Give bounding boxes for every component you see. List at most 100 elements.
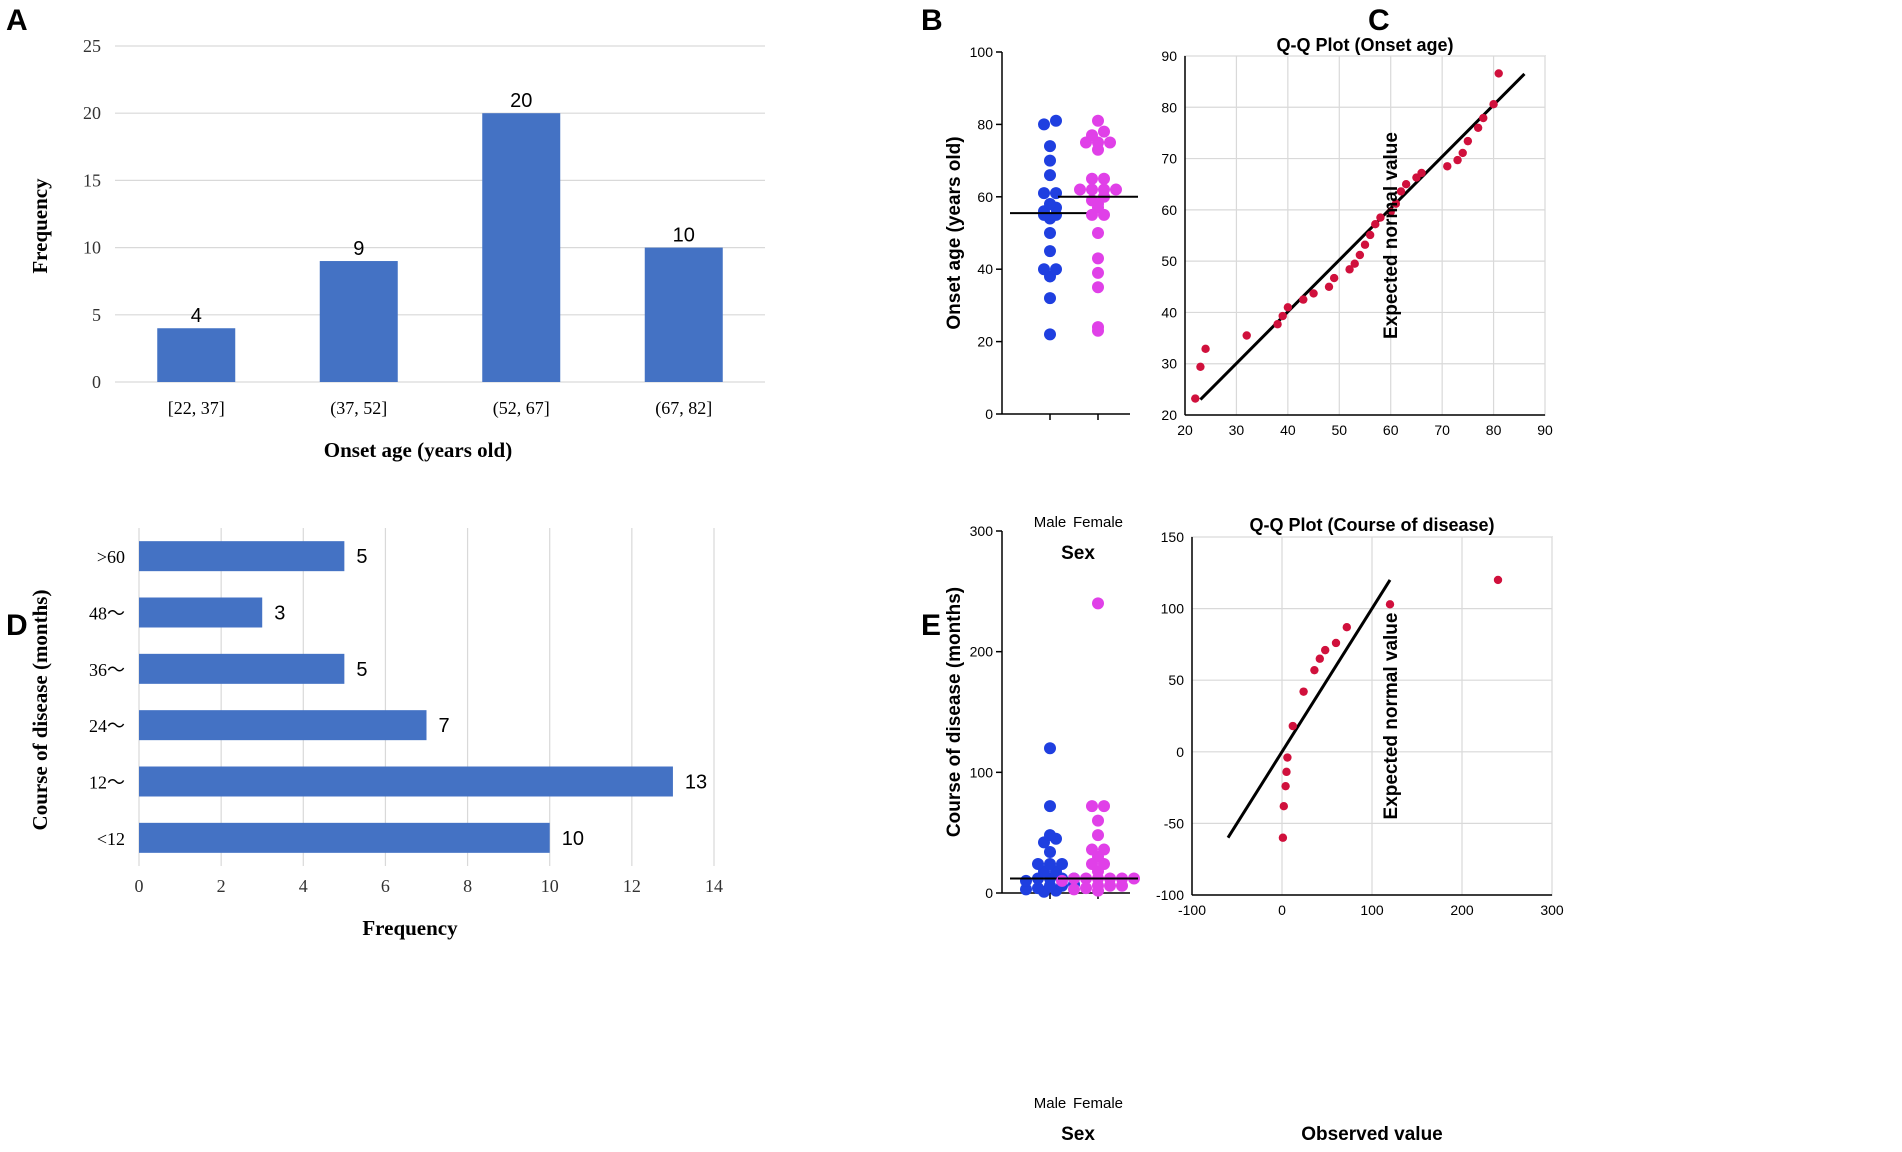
data-point (1493, 575, 1503, 585)
data-point (1080, 882, 1092, 895)
data-point (1068, 883, 1080, 896)
data-point (1401, 180, 1411, 189)
data-point (1315, 654, 1325, 663)
x-tick-label: 20 (1177, 422, 1193, 438)
y-tick-label: 30 (1161, 356, 1177, 372)
x-tick-label: 40 (1280, 422, 1296, 438)
y-category-label: >60 (97, 547, 125, 567)
bar-data-label: 10 (673, 225, 695, 247)
data-point (1044, 198, 1056, 211)
x-group-label: Male (1034, 1095, 1067, 1112)
y-tick-label: 50 (1161, 253, 1177, 269)
data-point (1396, 187, 1406, 196)
x-axis-title: Sex (1061, 1124, 1095, 1145)
data-point (1032, 882, 1044, 895)
y-tick-label: 80 (977, 116, 993, 132)
data-point (1350, 259, 1359, 268)
x-tick-label: -100 (1178, 902, 1206, 918)
chart-a-onset-age-histogram: 0 5 10 15 20 25 4 [22, 37] 9 (37, 52] 20 (52, 67] 10… (28, 36, 765, 462)
data-point (1020, 874, 1032, 887)
data-point (1371, 220, 1380, 229)
data-point (1092, 829, 1104, 842)
y-tick-label: 0 (985, 406, 993, 422)
data-point (1098, 172, 1110, 185)
data-point (1092, 281, 1104, 294)
x-category-label: (37, 52] (330, 398, 387, 419)
data-point (1038, 187, 1050, 200)
data-point (1324, 282, 1334, 291)
data-point (1044, 328, 1056, 341)
data-point (1044, 800, 1056, 813)
x-tick-label: 50 (1331, 422, 1347, 438)
data-point (1196, 362, 1205, 371)
data-point (1098, 800, 1110, 813)
data-point (1299, 295, 1308, 304)
data-point (1355, 250, 1365, 260)
y-tick-label: -100 (1156, 887, 1184, 903)
data-point (1038, 263, 1050, 276)
data-point (1278, 833, 1288, 842)
y-tick-label: 5 (92, 305, 101, 325)
x-group-label: Male (1034, 514, 1067, 531)
x-tick-label: 12 (623, 876, 641, 896)
data-point (1360, 240, 1370, 249)
y-tick-label: 20 (1161, 407, 1177, 423)
data-point (1044, 292, 1056, 305)
bar-data-label: 20 (510, 90, 532, 112)
y-axis-title: Course of disease (months) (944, 587, 965, 837)
y-category-label: 24～ (89, 716, 125, 736)
y-category-label: 48～ (89, 604, 125, 624)
data-point (1092, 114, 1104, 127)
bar (139, 653, 345, 684)
data-point (1321, 645, 1330, 655)
y-tick-label: -50 (1164, 815, 1184, 831)
data-point (1044, 829, 1056, 842)
panel-label-b: B (921, 4, 943, 37)
bar (139, 597, 263, 628)
y-tick-label: 100 (1161, 601, 1185, 617)
data-point (1098, 183, 1110, 196)
data-point (1050, 263, 1062, 276)
x-tick-label: 14 (705, 876, 723, 896)
x-tick-label: 0 (135, 876, 144, 896)
data-point (1288, 721, 1298, 731)
chart-e-course-by-sex: 0 100 200 300 Male Female Sex Course of disease… (944, 523, 1140, 1145)
data-point (1342, 623, 1352, 632)
data-point (1044, 140, 1056, 153)
panel-label-d: D (6, 609, 28, 642)
bar (139, 541, 345, 572)
data-point (1044, 227, 1056, 239)
y-axis-title: Frequency (28, 178, 52, 274)
y-axis-title: Expected normal value (1381, 132, 1402, 339)
data-point (1282, 767, 1291, 777)
data-point (1104, 136, 1116, 149)
y-tick-label: 15 (83, 170, 101, 190)
x-category-label: (52, 67] (493, 398, 550, 419)
x-tick-label: 0 (1278, 902, 1286, 918)
data-point (1331, 638, 1341, 648)
x-group-label: Female (1073, 514, 1123, 531)
x-tick-label: 10 (541, 876, 559, 896)
y-tick-label: 40 (1161, 304, 1177, 320)
data-point (1463, 136, 1473, 146)
bar-data-label: 10 (562, 828, 584, 850)
x-tick-label: 60 (1383, 422, 1399, 438)
y-axis-title: Expected normal value (1381, 613, 1402, 820)
y-tick-label: 40 (977, 261, 993, 277)
y-tick-label: 90 (1161, 48, 1177, 64)
x-category-label: [22, 37] (168, 398, 225, 418)
data-point (1278, 311, 1287, 321)
y-category-label: 36～ (89, 660, 125, 680)
data-point (1056, 858, 1068, 871)
data-point (1092, 266, 1104, 279)
x-tick-label: 4 (299, 876, 308, 896)
x-axis-title: Observed value (1301, 1124, 1443, 1145)
bar-data-label: 7 (439, 715, 450, 737)
data-point (1086, 800, 1098, 813)
y-tick-label: 0 (1176, 744, 1184, 760)
data-point (1489, 100, 1498, 109)
y-tick-label: 0 (985, 885, 993, 901)
data-point (1191, 394, 1200, 403)
data-point (1479, 113, 1488, 123)
